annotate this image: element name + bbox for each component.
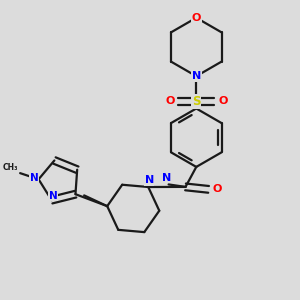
Text: S: S <box>192 95 200 108</box>
Text: O: O <box>192 13 201 23</box>
Text: CH₃: CH₃ <box>3 163 19 172</box>
Text: N: N <box>30 173 38 183</box>
Text: N: N <box>192 71 201 81</box>
Text: N: N <box>49 190 58 200</box>
Text: O: O <box>212 184 222 194</box>
Text: O: O <box>165 96 175 106</box>
Text: N: N <box>163 173 172 183</box>
Text: N: N <box>145 175 154 185</box>
Text: O: O <box>218 96 227 106</box>
